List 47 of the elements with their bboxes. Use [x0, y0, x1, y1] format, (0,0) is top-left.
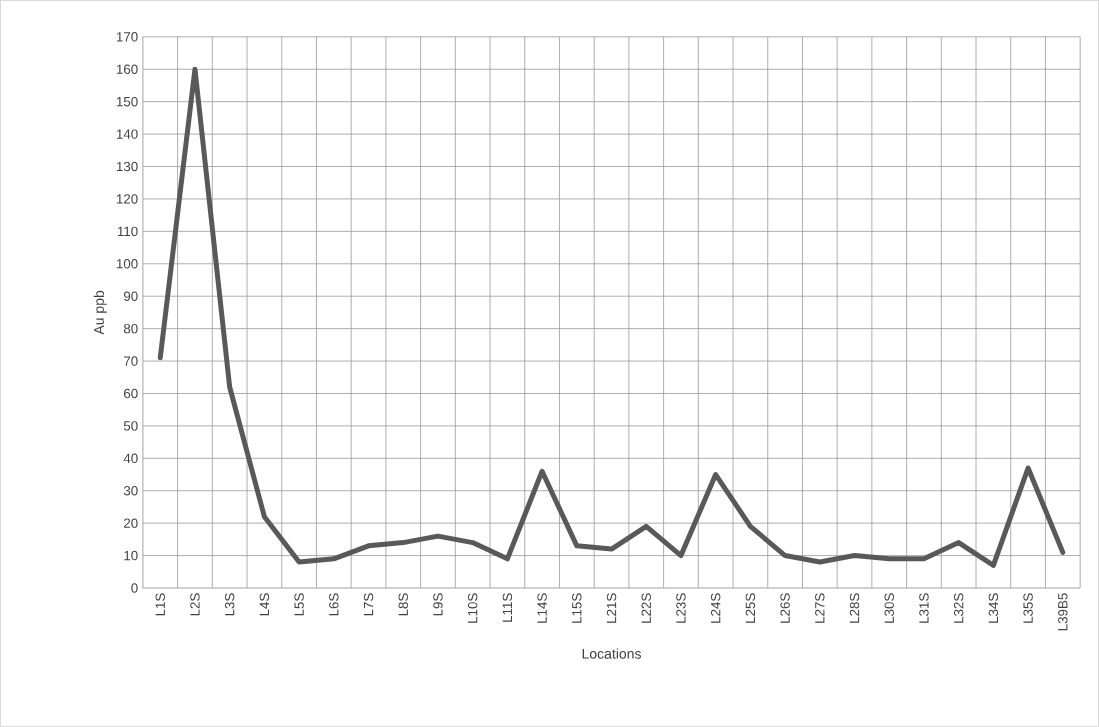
x-tick-label: L26S	[780, 593, 790, 623]
y-tick-label: 150	[116, 97, 138, 107]
y-axis-title: Au ppb	[93, 290, 107, 335]
x-tick-label: L8S	[398, 593, 408, 616]
x-tick-label: L25S	[745, 593, 756, 623]
x-tick-label: L35S	[1023, 593, 1033, 623]
y-tick-label: 20	[124, 518, 138, 528]
x-tick-label: L30S	[884, 593, 894, 623]
y-tick-label: 50	[123, 421, 138, 431]
x-tick-label: L9S	[433, 593, 443, 616]
y-tick-label: 0	[131, 583, 138, 593]
x-tick-label: L11S	[502, 593, 513, 622]
x-tick-label: L6S	[329, 593, 339, 616]
y-tick-label: 160	[116, 64, 138, 75]
x-tick-label: L15S	[572, 593, 582, 623]
x-tick-label: L27S	[815, 593, 825, 623]
y-tick-label: 80	[123, 323, 138, 334]
y-tick-label: 90	[123, 291, 138, 301]
y-tick-label: 30	[123, 486, 138, 496]
x-tick-label: L10S	[467, 593, 478, 623]
y-tick-label: 110	[117, 226, 138, 237]
x-tick-label: L5S	[294, 593, 304, 616]
x-tick-label: L34S	[988, 593, 999, 623]
x-tick-label: L7S	[363, 593, 374, 616]
x-tick-label: L31S	[919, 593, 929, 623]
x-tick-label: L32S	[953, 593, 964, 623]
x-tick-label: L1S	[155, 593, 165, 616]
y-tick-label: 140	[116, 129, 138, 139]
x-tick-label: L23S	[676, 593, 686, 623]
y-tick-label: 70	[124, 356, 138, 366]
x-tick-label: L4S	[259, 593, 270, 616]
y-tick-label: 100	[116, 259, 138, 269]
y-tick-label: 170	[116, 32, 138, 42]
x-tick-label: L21S	[606, 593, 617, 623]
x-tick-label: L14S	[537, 593, 547, 623]
x-tick-label: L24S	[710, 593, 721, 623]
y-tick-label: 40	[123, 453, 138, 464]
x-tick-label: L22S	[641, 593, 651, 623]
y-tick-label: 60	[124, 388, 138, 399]
x-axis-title: Locations	[582, 648, 641, 659]
y-tick-label: 10	[124, 550, 138, 561]
x-tick-label: L39B5	[1058, 593, 1068, 631]
x-tick-label: L2S	[190, 593, 200, 616]
y-tick-label: 130	[116, 161, 138, 172]
x-tick-label: L3S	[224, 593, 235, 616]
x-tick-label: L28S	[849, 593, 860, 623]
y-tick-label: 120	[116, 194, 138, 204]
